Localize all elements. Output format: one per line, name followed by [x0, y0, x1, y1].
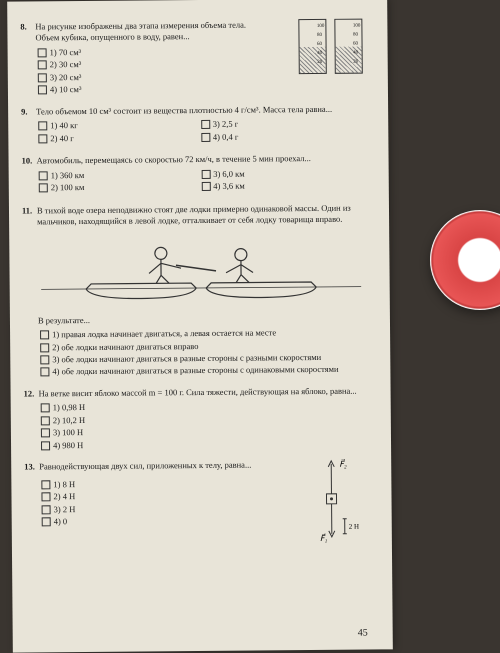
- q13-opt3: 3) 2 Н: [54, 504, 76, 516]
- checkbox[interactable]: [40, 330, 49, 339]
- q13-opt4: 4) 0: [54, 516, 68, 528]
- force-diagram-figure: F⃗₂ F⃗₁ 2 Н: [311, 459, 362, 539]
- question-11: 11. В тихой воде озера неподвижно стоят …: [37, 202, 365, 378]
- q11-opt1: 1) правая лодка начинает двигаться, а ле…: [52, 327, 276, 340]
- question-13: 13. Равнодействующая двух сил, приложенн…: [39, 459, 367, 528]
- cylinder-after: 100 80 60 40 20: [334, 19, 362, 74]
- checkbox[interactable]: [40, 368, 49, 377]
- q11-opt3: 3) обе лодки начинают двигаться в разные…: [52, 352, 321, 366]
- cylinder-before: 100 80 60 40 20: [298, 19, 326, 74]
- worksheet-page: 8. На рисунке изображены два этапа измер…: [7, 0, 393, 653]
- q12-opt1: 1) 0,98 Н: [53, 402, 85, 414]
- q9-opt2: 2) 40 г: [50, 133, 73, 145]
- checkbox[interactable]: [41, 441, 50, 450]
- q8-opt4: 4) 10 см³: [50, 84, 82, 96]
- checkbox[interactable]: [41, 480, 50, 489]
- force-scale-label: 2 Н: [349, 523, 359, 531]
- checkbox[interactable]: [40, 355, 49, 364]
- q10-opt2: 2) 100 км: [51, 182, 85, 194]
- checkbox[interactable]: [201, 170, 210, 179]
- checkbox[interactable]: [38, 48, 47, 57]
- checkbox[interactable]: [39, 171, 48, 180]
- q13-opt1: 1) 8 Н: [53, 479, 75, 491]
- q9-opt1: 1) 40 кг: [50, 120, 78, 132]
- q13-opt2: 2) 4 Н: [53, 491, 75, 503]
- q9-text: Тело объемом 10 см³ состоит из вещества …: [36, 103, 363, 117]
- question-8: 8. На рисунке изображены два этапа измер…: [35, 19, 363, 97]
- tape-roll-decoration: [430, 210, 500, 310]
- checkbox[interactable]: [41, 492, 50, 501]
- f1-vector-label: F⃗₁: [320, 533, 328, 544]
- question-12: 12. На ветке висит яблоко массой m = 100…: [39, 385, 367, 451]
- q12-number: 12.: [24, 388, 35, 400]
- f2-vector-label: F⃗₂: [339, 459, 347, 469]
- checkbox[interactable]: [41, 429, 50, 438]
- checkbox[interactable]: [201, 133, 210, 142]
- q12-opt2: 2) 10,2 Н: [53, 415, 85, 427]
- boats-figure: [37, 231, 365, 309]
- q11-result-label: В результате...: [38, 312, 365, 326]
- q8-opt1: 1) 70 см³: [50, 47, 82, 59]
- q10-text: Автомобиль, перемещаясь со скоростью 72 …: [37, 153, 364, 167]
- checkbox[interactable]: [41, 404, 50, 413]
- checkbox[interactable]: [42, 517, 51, 526]
- q9-number: 9.: [21, 106, 27, 118]
- q10-options: 1) 360 км 2) 100 км 3) 6,0 км 4) 3,6 км: [39, 167, 364, 195]
- q9-options: 1) 40 кг 2) 40 г 3) 2,5 г 4) 0,4 г: [38, 118, 363, 146]
- q11-options: 1) правая лодка начинает двигаться, а ле…: [40, 327, 365, 379]
- q11-text: В тихой воде озера неподвижно стоят две …: [37, 202, 364, 228]
- q10-opt1: 1) 360 км: [51, 170, 85, 182]
- checkbox[interactable]: [201, 182, 210, 191]
- q9-opt3: 3) 2,5 г: [213, 119, 239, 131]
- q8-text: На рисунке изображены два этапа измерени…: [35, 20, 250, 45]
- checkbox[interactable]: [201, 120, 210, 129]
- q8-opt3: 3) 20 см³: [50, 72, 82, 84]
- q9-opt4: 4) 0,4 г: [213, 131, 239, 143]
- q11-opt4: 4) обе лодки начинают двигаться в разные…: [52, 364, 338, 378]
- q13-text: Равнодействующая двух сил, приложенных к…: [39, 459, 289, 473]
- q12-opt4: 4) 980 Н: [53, 440, 83, 452]
- checkbox[interactable]: [38, 134, 47, 143]
- q11-number: 11.: [22, 205, 32, 217]
- q12-options: 1) 0,98 Н 2) 10,2 Н 3) 100 Н 4) 980 Н: [41, 400, 366, 452]
- checkbox[interactable]: [40, 343, 49, 352]
- checkbox[interactable]: [41, 416, 50, 425]
- q12-text: На ветке висит яблоко массой m = 100 г. …: [39, 385, 366, 399]
- question-9: 9. Тело объемом 10 см³ состоит из вещест…: [36, 103, 363, 145]
- q13-number: 13.: [24, 462, 35, 474]
- q11-opt2: 2) обе лодки начинают двигаться вправо: [52, 341, 198, 354]
- checkbox[interactable]: [39, 183, 48, 192]
- checkbox[interactable]: [38, 73, 47, 82]
- measuring-cylinders-figure: 100 80 60 40 20 100 80 60 40 20: [298, 19, 362, 75]
- checkbox[interactable]: [38, 86, 47, 95]
- question-10: 10. Автомобиль, перемещаясь со скоростью…: [37, 153, 364, 195]
- q10-opt4: 4) 3,6 км: [213, 181, 245, 193]
- q8-number: 8.: [20, 22, 26, 34]
- q12-opt3: 3) 100 Н: [53, 427, 83, 439]
- checkbox[interactable]: [42, 505, 51, 514]
- q8-opt2: 2) 30 см³: [50, 59, 82, 71]
- checkbox[interactable]: [38, 122, 47, 131]
- q10-number: 10.: [22, 156, 33, 168]
- q10-opt3: 3) 6,0 км: [213, 168, 245, 180]
- page-number: 45: [358, 626, 368, 640]
- checkbox[interactable]: [38, 61, 47, 70]
